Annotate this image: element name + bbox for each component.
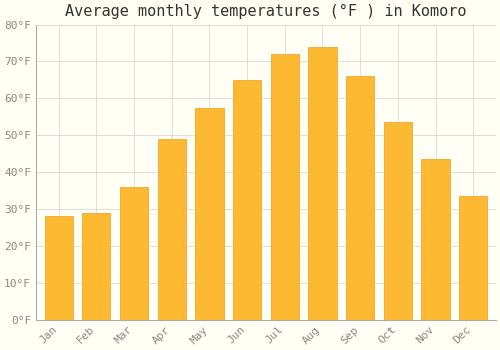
- Bar: [233, 80, 261, 320]
- Title: Average monthly temperatures (°F ) in Komoro: Average monthly temperatures (°F ) in Ko…: [65, 4, 466, 19]
- Bar: [196, 107, 224, 320]
- Bar: [120, 187, 148, 320]
- Bar: [308, 47, 336, 320]
- Bar: [422, 159, 450, 320]
- Bar: [346, 76, 374, 320]
- Bar: [82, 212, 110, 320]
- Bar: [44, 216, 73, 320]
- Bar: [384, 122, 412, 320]
- Bar: [158, 139, 186, 320]
- Bar: [459, 196, 488, 320]
- Bar: [270, 54, 299, 320]
